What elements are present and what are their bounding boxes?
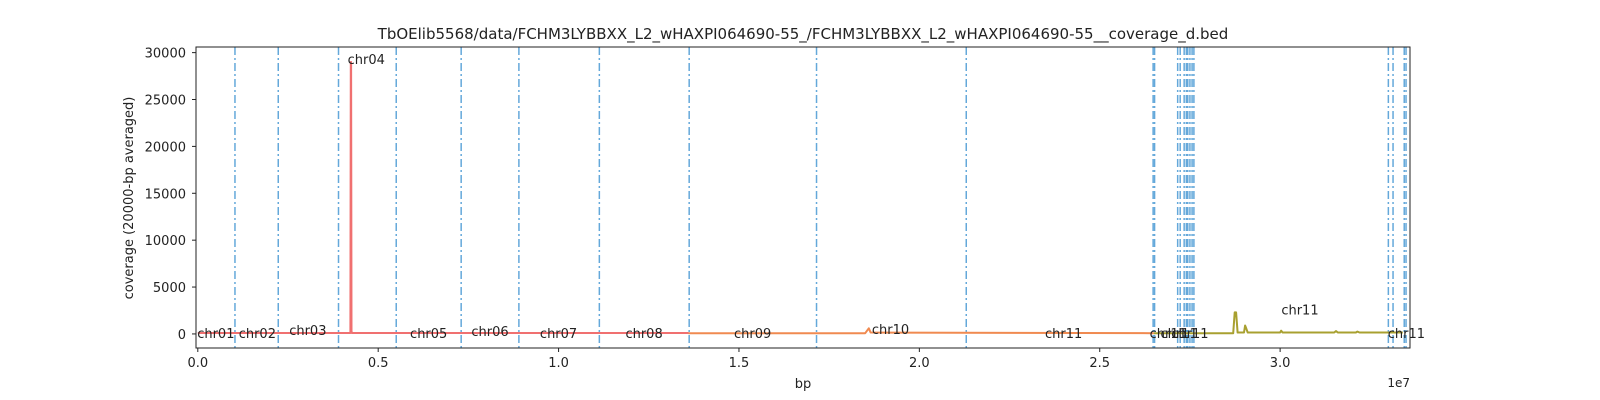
coverage-series	[197, 61, 1403, 335]
chromosome-label: chr11	[1171, 327, 1208, 342]
chromosome-label: chr11	[1281, 303, 1318, 318]
chromosome-label: chr10	[872, 323, 909, 338]
x-tick-label: 0.5	[368, 356, 389, 371]
x-tick-label: 2.0	[909, 356, 930, 371]
y-tick-label: 20000	[145, 140, 186, 155]
coverage-series-line	[688, 327, 1154, 335]
chromosome-label: chr06	[471, 325, 508, 340]
chromosome-labels: chr01 chr02 chr03 chr04 chr05 chr06 chr07 chr08…	[197, 53, 1425, 342]
y-tick-label: 30000	[145, 47, 186, 62]
coverage-series-line	[197, 61, 689, 334]
chromosome-label: chr11	[1388, 327, 1425, 342]
y-tick-label: 15000	[145, 187, 186, 202]
y-axis-label: coverage (20000-bp averaged)	[122, 97, 137, 300]
chart-title: TbOElib5568/data/FCHM3LYBBXX_L2_wHAXPI06…	[377, 25, 1229, 44]
chromosome-label: chr05	[410, 327, 447, 342]
coverage-series-line	[1153, 311, 1403, 335]
chromosome-label: chr11	[1045, 327, 1082, 342]
chromosome-label: chr03	[289, 324, 326, 339]
x-axis-label: bp	[795, 377, 812, 392]
x-tick-label: 1.0	[548, 356, 569, 371]
x-tick-label: 1.5	[729, 356, 750, 371]
x-axis-ticks: 0.0 0.5 1.0 1.5 2.0 2.5 3.0	[187, 348, 1290, 371]
chromosome-label: chr04	[348, 53, 385, 68]
chromosome-label: chr08	[625, 327, 662, 342]
plot-frame	[195, 46, 1411, 349]
x-tick-label: 3.0	[1270, 356, 1291, 371]
x-tick-label: 0.0	[187, 356, 208, 371]
y-tick-label: 25000	[145, 94, 186, 109]
chromosome-label: chr07	[540, 327, 577, 342]
x-scale-note: 1e7	[1387, 376, 1410, 390]
chromosome-label: chr09	[734, 327, 771, 342]
chromosome-label: chr11	[1150, 327, 1187, 342]
x-tick-label: 2.5	[1089, 356, 1110, 371]
y-tick-label: 5000	[153, 281, 186, 296]
chromosome-boundaries	[234, 47, 1407, 348]
chromosome-label: chr01	[197, 327, 234, 342]
chromosome-label: chr02	[239, 327, 276, 342]
y-tick-label: 0	[178, 328, 186, 343]
y-tick-label: 10000	[145, 234, 186, 249]
y-axis-ticks: 0 5000 10000 15000 20000 25000 30000	[145, 47, 196, 343]
chromosome-label: chr11	[1160, 327, 1197, 342]
